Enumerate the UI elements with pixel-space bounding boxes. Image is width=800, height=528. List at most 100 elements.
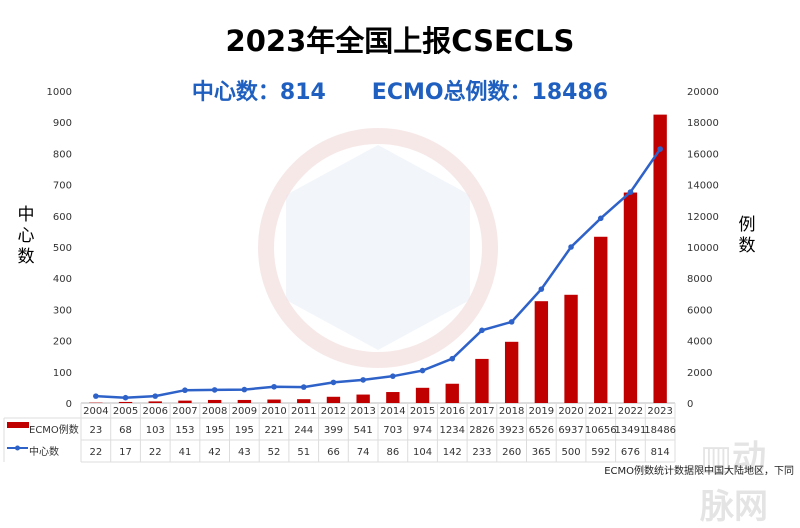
legend-bar-swatch <box>7 422 29 428</box>
table-cell-ecmo: 2826 <box>469 425 494 436</box>
line-point-2007 <box>182 387 188 393</box>
chart: 0100200300400500600700800900100002000400… <box>0 0 800 479</box>
table-cell-ecmo: 703 <box>383 425 402 436</box>
bar-2014 <box>386 392 399 403</box>
line-point-2014 <box>390 373 396 379</box>
x-tick-label: 2015 <box>410 406 435 417</box>
line-point-2023 <box>657 146 663 152</box>
y-right-tick-label: 6000 <box>687 305 712 316</box>
emblem-watermark <box>286 145 470 350</box>
table-cell-ecmo: 195 <box>235 425 254 436</box>
table-cell-centers: 41 <box>179 447 192 458</box>
bar-2021 <box>594 237 607 403</box>
table-cell-ecmo: 13491 <box>615 425 647 436</box>
x-tick-label: 2023 <box>647 406 672 417</box>
y-left-tick-label: 500 <box>53 243 72 254</box>
table-cell-ecmo: 221 <box>265 425 284 436</box>
line-point-2021 <box>598 215 604 221</box>
line-point-2009 <box>242 387 248 393</box>
bar-2008 <box>208 400 221 403</box>
table-cell-ecmo: 1234 <box>440 425 465 436</box>
y-left-tick-label: 700 <box>53 181 72 192</box>
x-tick-label: 2014 <box>380 406 405 417</box>
bar-2018 <box>505 342 518 403</box>
table-cell-centers: 51 <box>297 447 310 458</box>
table-cell-ecmo: 68 <box>119 425 132 436</box>
table-cell-ecmo: 244 <box>294 425 313 436</box>
y-left-tick-label: 100 <box>53 368 72 379</box>
table-cell-centers: 233 <box>472 447 491 458</box>
x-tick-label: 2013 <box>350 406 375 417</box>
bar-2011 <box>297 399 310 403</box>
y-left-tick-label: 0 <box>66 399 72 410</box>
table-cell-centers: 260 <box>502 447 521 458</box>
table-cell-centers: 42 <box>208 447 221 458</box>
line-point-2005 <box>123 395 129 401</box>
table-cell-ecmo: 103 <box>146 425 165 436</box>
table-cell-ecmo: 974 <box>413 425 432 436</box>
line-point-2008 <box>212 387 218 393</box>
line-point-2020 <box>568 244 574 250</box>
legend-line-marker <box>15 446 20 451</box>
table-cell-ecmo: 195 <box>205 425 224 436</box>
table-cell-ecmo: 541 <box>354 425 373 436</box>
y-left-tick-label: 900 <box>53 118 72 129</box>
line-point-2018 <box>509 319 515 325</box>
bar-2017 <box>475 359 488 403</box>
table-cell-centers: 86 <box>386 447 399 458</box>
line-point-2010 <box>271 384 277 390</box>
x-tick-label: 2005 <box>113 406 138 417</box>
bar-2022 <box>624 193 637 403</box>
bar-2012 <box>327 397 340 403</box>
x-tick-label: 2007 <box>172 406 197 417</box>
table-cell-centers: 52 <box>268 447 281 458</box>
table-cell-centers: 43 <box>238 447 251 458</box>
line-point-2019 <box>539 286 545 292</box>
x-tick-label: 2008 <box>202 406 227 417</box>
bar-2016 <box>446 384 459 403</box>
y-right-tick-label: 18000 <box>687 118 719 129</box>
line-point-2004 <box>93 393 99 399</box>
table-cell-centers: 22 <box>89 447 102 458</box>
bar-2015 <box>416 388 429 403</box>
x-tick-label: 2010 <box>261 406 286 417</box>
x-tick-label: 2017 <box>469 406 494 417</box>
table-cell-centers: 814 <box>651 447 670 458</box>
y-right-tick-label: 20000 <box>687 87 719 98</box>
x-tick-label: 2021 <box>588 406 613 417</box>
line-point-2015 <box>420 368 426 374</box>
y-left-tick-label: 400 <box>53 274 72 285</box>
table-cell-ecmo: 10656 <box>585 425 617 436</box>
line-point-2012 <box>331 380 337 386</box>
table-cell-centers: 365 <box>532 447 551 458</box>
bar-2006 <box>149 401 162 403</box>
table-cell-centers: 66 <box>327 447 340 458</box>
table-cell-centers: 676 <box>621 447 640 458</box>
table-cell-ecmo: 18486 <box>644 425 676 436</box>
legend-line-label: 中心数 <box>29 445 59 458</box>
line-point-2013 <box>360 377 366 383</box>
y-right-tick-label: 2000 <box>687 368 712 379</box>
bar-2005 <box>119 402 132 403</box>
y-left-tick-label: 200 <box>53 337 72 348</box>
y-right-tick-label: 4000 <box>687 337 712 348</box>
table-cell-ecmo: 3923 <box>499 425 524 436</box>
table-cell-ecmo: 6526 <box>529 425 554 436</box>
bar-2020 <box>564 295 577 403</box>
table-cell-ecmo: 23 <box>89 425 102 436</box>
y-left-tick-label: 800 <box>53 149 72 160</box>
x-tick-label: 2018 <box>499 406 524 417</box>
table-cell-centers: 500 <box>562 447 581 458</box>
y-right-tick-label: 0 <box>687 399 693 410</box>
x-tick-label: 2020 <box>558 406 583 417</box>
x-tick-label: 2006 <box>143 406 168 417</box>
y-left-tick-label: 300 <box>53 305 72 316</box>
x-tick-label: 2012 <box>321 406 346 417</box>
bar-2009 <box>238 400 251 403</box>
x-tick-label: 2009 <box>232 406 257 417</box>
table-cell-centers: 17 <box>119 447 132 458</box>
y-right-tick-label: 14000 <box>687 181 719 192</box>
table-cell-centers: 74 <box>357 447 370 458</box>
line-point-2022 <box>628 189 634 195</box>
y-left-tick-label: 600 <box>53 212 72 223</box>
